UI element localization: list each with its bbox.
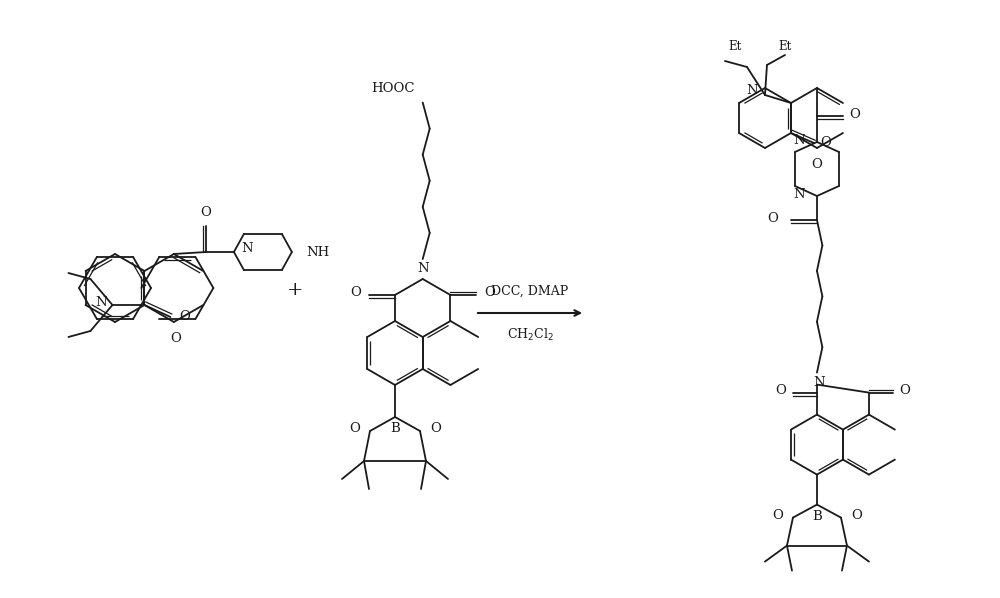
Text: O: O [767,212,778,224]
Text: +: + [287,281,303,299]
Text: N: N [746,84,758,96]
Text: NH: NH [306,246,329,258]
Text: O: O [200,206,211,218]
Text: O: O [851,509,862,522]
Text: O: O [812,157,822,170]
Text: N: N [793,133,805,147]
Text: CH$_2$Cl$_2$: CH$_2$Cl$_2$ [507,327,553,343]
Text: N: N [95,297,106,310]
Text: HOOC: HOOC [371,82,415,95]
Text: Et: Et [728,41,742,53]
Text: O: O [899,384,910,397]
Text: O: O [484,286,495,300]
Text: O: O [351,286,361,300]
Text: O: O [821,136,831,150]
Text: N: N [793,188,805,200]
Text: N: N [417,263,429,276]
Text: DCC, DMAP: DCC, DMAP [491,285,569,297]
Text: N: N [241,243,253,255]
Text: O: O [430,423,441,435]
Text: B: B [390,423,400,435]
Text: O: O [850,108,860,121]
Text: Et: Et [778,41,792,53]
Text: O: O [179,310,190,324]
Text: O: O [776,384,786,397]
Text: O: O [772,509,783,522]
Text: N: N [813,376,825,389]
Text: O: O [170,331,181,344]
Text: B: B [812,510,822,523]
Text: O: O [349,423,360,435]
